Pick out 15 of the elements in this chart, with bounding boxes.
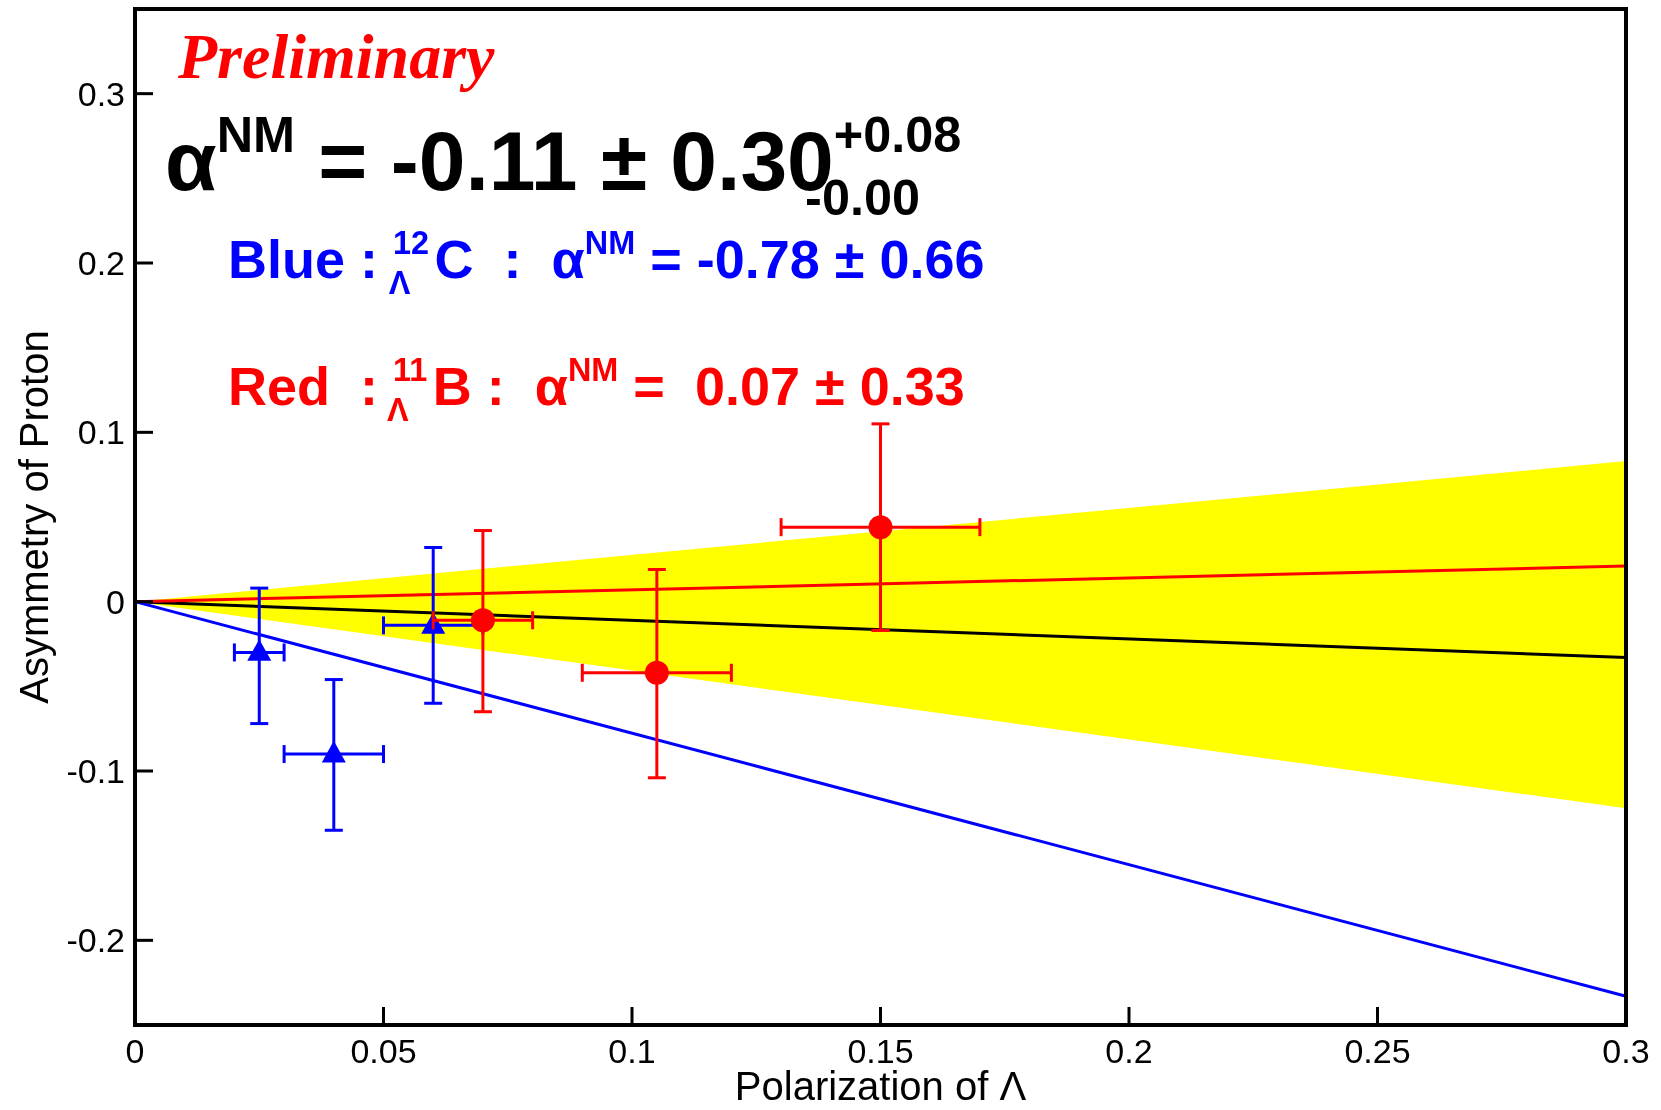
annotation: Blue : $^{12}$$_{Λ}$C : α$^{NM}$ = -0.78 ± 0.66	[228, 224, 985, 302]
y-tick-label: 0	[106, 582, 125, 621]
annotation: Preliminary	[177, 21, 496, 92]
x-tick-label: 0.1	[608, 1032, 656, 1070]
x-tick-label: 0.2	[1105, 1032, 1153, 1070]
x-tick-label: 0.3	[1602, 1032, 1650, 1070]
y-axis-title: Asymmetry of Proton	[12, 330, 56, 704]
y-tick-label: -0.1	[66, 752, 125, 790]
annotation: Red : $^{11}$$_{Λ}$B : α$^{NM}$ = 0.07 ± 0.33	[228, 351, 965, 429]
y-tick-label: 0.1	[77, 413, 125, 452]
y-tick-label: 0.3	[77, 74, 125, 113]
x-tick-label: 0.05	[350, 1032, 417, 1070]
y-tick-label: -0.2	[66, 921, 125, 960]
y-tick-label: 0.2	[77, 244, 125, 282]
x-tick-label: 0.25	[1344, 1032, 1411, 1070]
